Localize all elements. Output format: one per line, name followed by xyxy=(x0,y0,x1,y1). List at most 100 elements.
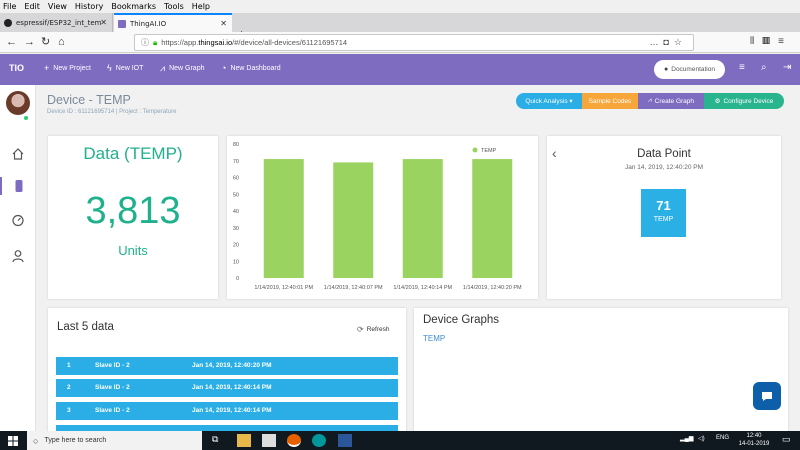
create-graph-button[interactable]: ⩘ Create Graph xyxy=(638,93,704,109)
logout-icon[interactable]: ⇥ xyxy=(783,62,792,73)
pocket-icon[interactable]: ◘ xyxy=(663,37,674,47)
documentation-button[interactable]: ● Documentation xyxy=(654,60,725,79)
url-bar[interactable]: ⓘ 🔒︎ https://app. thingsai.io/#/device/al… xyxy=(134,34,694,51)
chevron-left-icon[interactable]: ‹ xyxy=(552,145,557,161)
tab-title: espressif/ESP32_int_temp_sensor xyxy=(16,18,102,27)
data-point-value-box: 71 TEMP xyxy=(641,189,686,237)
windows-start-icon[interactable] xyxy=(8,436,18,446)
thingai-favicon-icon xyxy=(118,19,126,28)
legend-label: TEMP xyxy=(481,148,497,154)
close-tab-icon[interactable]: ✕ xyxy=(220,19,227,28)
menu-tools[interactable]: Tools xyxy=(164,2,184,11)
store-icon[interactable] xyxy=(262,434,276,447)
network-icon[interactable]: ▂▄▆ xyxy=(680,436,694,442)
menu-view[interactable]: View xyxy=(47,2,67,11)
github-favicon-icon xyxy=(4,18,12,27)
sidebar-home[interactable] xyxy=(9,145,27,163)
tab-title: ThingAI.IO xyxy=(130,19,167,28)
reload-icon[interactable]: ↻ xyxy=(41,36,51,48)
avatar[interactable] xyxy=(6,91,30,115)
tab-thingai[interactable]: ThingAI.IO ✕ xyxy=(114,13,232,32)
page-actions-icon[interactable]: … xyxy=(649,37,664,47)
new-project-link[interactable]: + New Project xyxy=(44,63,91,73)
row-index: 2 xyxy=(67,384,71,391)
library-icon[interactable]: ⫴ xyxy=(749,36,763,47)
menu-bookmarks[interactable]: Bookmarks xyxy=(111,2,157,11)
temp-bar-chart: 0 10 20 30 40 50 60 70 80 1/14/2019, 12:40:01 PM 1… xyxy=(233,142,522,291)
row-index: 1 xyxy=(67,362,71,369)
configure-device-button[interactable]: ⚙ Configure Device xyxy=(704,93,784,109)
last-data-card: Last 5 data ⟳ Refresh 1 Slave ID - 2 Jan … xyxy=(48,308,406,432)
new-iot-link[interactable]: ϟ New IOT xyxy=(107,63,143,73)
back-arrow-icon[interactable]: ← xyxy=(6,36,17,48)
tab-github[interactable]: espressif/ESP32_int_temp_sensor ✕ xyxy=(0,13,113,32)
create-graph-label: Create Graph xyxy=(654,97,695,105)
notifications-icon[interactable]: ▭ xyxy=(782,434,791,444)
y-tick-label: 40 xyxy=(233,209,239,215)
hamburger-menu-icon[interactable]: ≡ xyxy=(778,36,792,47)
new-graph-link[interactable]: ⩘ New Graph xyxy=(160,63,204,74)
home-icon[interactable]: ⌂ xyxy=(58,36,65,48)
arduino-icon[interactable] xyxy=(312,434,326,447)
windows-taskbar: ○ Type here to search ⧉ ▂▄▆ ◁) ENG 12:40 … xyxy=(0,431,800,450)
y-tick-label: 20 xyxy=(233,243,239,249)
documentation-label: Documentation xyxy=(671,66,715,73)
chart-line-icon: ⩘ xyxy=(647,97,652,104)
x-tick-label: 1/14/2019, 12:40:07 PM xyxy=(324,285,383,291)
new-dashboard-link[interactable]: ◔ New Dashboard xyxy=(221,63,281,73)
quick-analysis-button[interactable]: Quick Analysis ▾ xyxy=(516,93,582,109)
sidebar-devices[interactable] xyxy=(0,177,36,195)
table-row[interactable]: 1 Slave ID - 2 Jan 14, 2019, 12:40:20 PM xyxy=(56,357,398,375)
page-subtitle: Device ID : 61121695714 | Project : Temp… xyxy=(47,109,177,115)
menu-edit[interactable]: Edit xyxy=(24,2,40,11)
search-icon[interactable]: ⌕ xyxy=(761,62,767,73)
table-row[interactable] xyxy=(56,425,398,432)
summary-unit: Units xyxy=(118,243,148,258)
sidebar xyxy=(0,85,36,431)
chat-button[interactable] xyxy=(753,382,781,410)
brand-logo[interactable]: TIO xyxy=(9,63,24,73)
taskbar-search[interactable]: ○ Type here to search xyxy=(27,431,202,450)
file-explorer-icon[interactable] xyxy=(237,434,251,447)
task-view-icon[interactable]: ⧉ xyxy=(212,434,219,444)
info-icon[interactable]: ⓘ xyxy=(141,38,149,47)
sidebar-profile[interactable] xyxy=(9,247,27,265)
bolt-icon: ϟ xyxy=(107,63,112,73)
y-tick-label: 0 xyxy=(236,276,239,282)
taskbar-clock[interactable]: 12:40 14-01-2019 xyxy=(734,432,774,448)
sidebar-dashboard[interactable] xyxy=(9,211,27,229)
sidebar-toggle-icon[interactable]: ▥ xyxy=(762,36,779,47)
y-tick-label: 50 xyxy=(233,192,239,198)
table-row[interactable]: 3 Slave ID - 2 Jan 14, 2019, 12:40:14 PM xyxy=(56,402,398,420)
tab-strip: espressif/ESP32_int_temp_sensor ✕ ThingA… xyxy=(0,13,800,41)
lock-icon[interactable]: 🔒︎ xyxy=(153,37,158,47)
legend-swatch xyxy=(472,147,478,153)
volume-icon[interactable]: ◁) xyxy=(698,436,705,442)
dashboard-gauge-icon: ◔ xyxy=(221,63,227,73)
language-indicator[interactable]: ENG xyxy=(716,435,730,441)
row-index: 3 xyxy=(67,407,71,414)
browser-menu-bar: File Edit View History Bookmarks Tools H… xyxy=(0,0,800,13)
refresh-button[interactable]: ⟳ Refresh xyxy=(357,325,389,334)
bar xyxy=(333,162,374,278)
graph-link-temp[interactable]: TEMP xyxy=(423,334,446,343)
row-time: Jan 14, 2019, 12:40:14 PM xyxy=(192,407,272,414)
menu-file[interactable]: File xyxy=(3,2,17,11)
last-data-title: Last 5 data xyxy=(57,321,114,333)
sample-codes-button[interactable]: Sample Codes xyxy=(582,93,638,109)
table-row[interactable]: 2 Slave ID - 2 Jan 14, 2019, 12:40:14 PM xyxy=(56,379,398,397)
data-point-label: TEMP xyxy=(653,216,674,223)
menu-icon[interactable]: ≡ xyxy=(739,62,745,73)
chart-line-icon: ⩘ xyxy=(160,63,166,73)
menu-help[interactable]: Help xyxy=(191,2,211,11)
data-point-value: 71 xyxy=(656,198,671,213)
firefox-icon[interactable] xyxy=(287,434,301,447)
close-tab-icon[interactable]: ✕ xyxy=(100,18,107,27)
forward-arrow-icon[interactable]: → xyxy=(24,36,35,48)
y-tick-label: 70 xyxy=(233,159,239,165)
url-prefix: https://app. xyxy=(161,38,199,47)
data-point-title: Data Point xyxy=(637,148,691,160)
bookmark-star-icon[interactable]: ☆ xyxy=(673,37,687,47)
word-icon[interactable] xyxy=(338,434,352,447)
menu-history[interactable]: History xyxy=(74,2,104,11)
